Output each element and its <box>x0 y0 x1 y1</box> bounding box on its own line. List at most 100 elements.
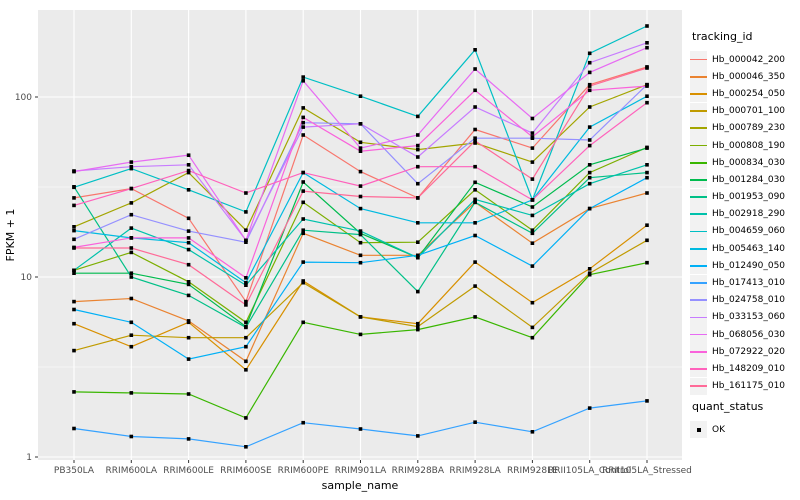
data-point <box>416 114 420 119</box>
data-point <box>358 240 363 245</box>
legend-item-label: Hb_161175_010 <box>712 381 786 392</box>
data-point <box>645 146 649 150</box>
legend-key-line-icon <box>690 360 707 378</box>
data-point <box>129 164 134 169</box>
data-point <box>645 260 649 265</box>
legend-item-label: Hb_000789_230 <box>712 123 786 134</box>
legend-item-label: Hb_001953_090 <box>712 192 786 203</box>
data-point <box>473 105 477 109</box>
data-point <box>186 216 191 221</box>
data-point <box>416 221 420 225</box>
data-point <box>645 223 649 227</box>
data-point <box>473 233 477 238</box>
data-point <box>473 200 477 205</box>
legend-key-line-icon <box>690 137 707 155</box>
legend-item: Hb_000046_350 <box>690 68 798 86</box>
data-point <box>530 135 535 139</box>
data-point <box>473 284 477 288</box>
data-point <box>587 143 592 148</box>
data-point <box>186 188 191 192</box>
legend-item-label: Hb_033153_060 <box>712 312 786 323</box>
data-point <box>186 293 191 298</box>
data-point <box>587 60 592 65</box>
legend-item-label: Hb_005463_140 <box>712 243 786 254</box>
data-point <box>72 196 76 200</box>
data-point <box>530 325 535 330</box>
data-point <box>129 271 134 275</box>
quant-legend-title: quant_status <box>692 400 764 413</box>
data-point <box>645 45 649 50</box>
data-point <box>301 231 305 236</box>
data-point <box>530 430 535 434</box>
legend-item: Hb_068056_030 <box>690 326 798 344</box>
data-point <box>301 189 305 193</box>
data-point <box>473 48 477 52</box>
data-point <box>358 206 363 211</box>
data-point <box>587 70 592 75</box>
data-point <box>186 247 191 252</box>
data-point <box>416 434 420 438</box>
data-point <box>129 333 134 337</box>
x-tick-label: RRIM928BA <box>392 466 445 476</box>
data-point <box>301 217 305 221</box>
y-axis-title: FPKM + 1 <box>4 209 17 262</box>
data-point <box>129 344 134 349</box>
data-point <box>358 253 363 258</box>
data-point <box>416 133 420 137</box>
data-point <box>358 122 363 126</box>
data-point <box>587 163 592 167</box>
data-point <box>358 194 363 199</box>
legend-key-line-icon <box>690 274 707 292</box>
legend-title: tracking_id <box>692 30 753 43</box>
legend-item: Hb_000042_200 <box>690 51 798 69</box>
data-point <box>129 160 134 164</box>
x-tick-label: RRIM600LA <box>106 466 158 476</box>
data-point <box>301 106 305 110</box>
data-point <box>72 203 76 208</box>
data-point <box>416 327 420 332</box>
data-point <box>186 163 191 167</box>
data-point <box>301 133 305 137</box>
data-point <box>301 280 305 285</box>
data-point <box>186 170 191 175</box>
x-tick-label: PB350LA <box>54 466 95 476</box>
data-point <box>129 250 134 255</box>
data-point <box>358 140 363 145</box>
x-tick-label: RRIM600PE <box>278 466 330 476</box>
data-point <box>473 136 477 140</box>
data-point <box>301 320 305 325</box>
data-point <box>72 169 76 174</box>
data-point <box>129 320 134 325</box>
data-point <box>301 120 305 125</box>
data-point <box>416 196 420 200</box>
data-point <box>530 335 535 340</box>
data-point <box>530 231 535 236</box>
data-point <box>186 282 191 287</box>
x-tick-label: RRIM928LA <box>449 466 501 476</box>
legend-key-line-icon <box>690 326 707 344</box>
data-point <box>358 332 363 337</box>
data-point <box>301 75 305 79</box>
data-point <box>587 406 592 410</box>
data-point <box>416 147 420 152</box>
data-point <box>645 84 649 88</box>
data-point <box>587 181 592 186</box>
data-point <box>186 229 191 233</box>
data-point <box>645 66 649 70</box>
data-point <box>473 188 477 192</box>
data-point <box>72 228 76 233</box>
data-point <box>72 185 76 190</box>
x-tick-label: RRIM600LE <box>163 466 214 476</box>
data-point <box>530 300 535 305</box>
data-point <box>72 307 76 312</box>
legend-item: Hb_017413_010 <box>690 274 798 292</box>
data-point <box>72 268 76 273</box>
y-tick-label: 10 <box>21 273 33 283</box>
data-point <box>301 260 305 264</box>
legend-item: Hb_000254_050 <box>690 85 798 103</box>
data-point <box>301 228 305 232</box>
data-point <box>530 131 535 135</box>
data-point <box>645 24 649 28</box>
